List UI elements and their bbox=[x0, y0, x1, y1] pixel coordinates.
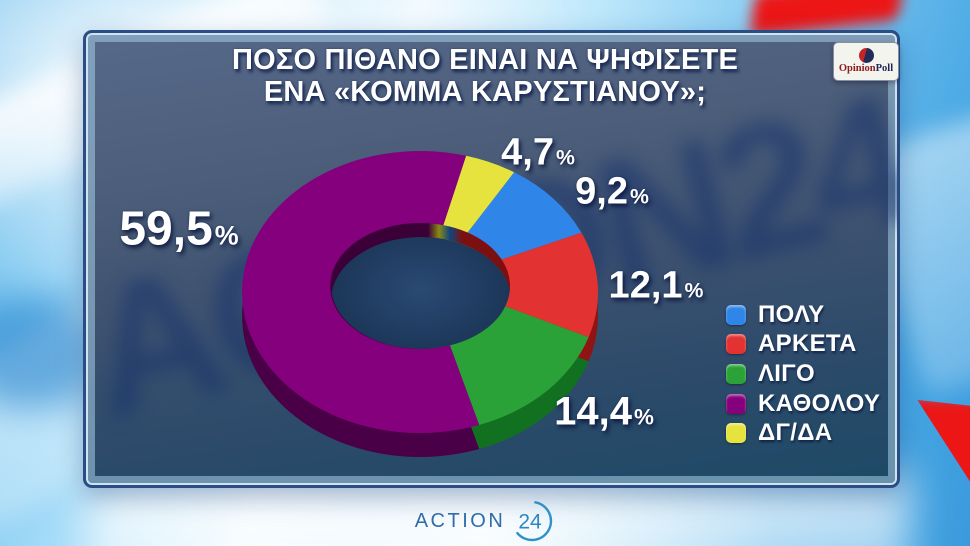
legend-swatch-poly bbox=[726, 304, 746, 325]
percent-sign: % bbox=[684, 278, 704, 303]
slice-label-arketa: 12,1% bbox=[609, 265, 704, 308]
slice-label-poly: 9,2% bbox=[575, 171, 649, 214]
legend-swatch-katholou bbox=[726, 393, 746, 414]
slice-label-katholou: 59,5% bbox=[119, 202, 238, 257]
legend-swatch-arketa bbox=[726, 334, 746, 355]
legend-label-dgda: ΔΓ/ΔΑ bbox=[758, 419, 833, 447]
percent-sign: % bbox=[633, 404, 654, 430]
slice-label-dgda: 4,7% bbox=[501, 132, 575, 175]
background-red-accent bbox=[917, 399, 970, 492]
legend-item-poly: ΠΟΛΥ bbox=[726, 300, 880, 330]
slice-value-katholou: 59,5 bbox=[119, 202, 213, 256]
legend-item-ligo: ΛΙΓΟ bbox=[726, 359, 880, 389]
background-blue-blob bbox=[0, 298, 96, 408]
legend-label-poly: ΠΟΛΥ bbox=[758, 300, 825, 328]
legend-item-katholou: ΚΑΘΟΛΟΥ bbox=[726, 389, 880, 419]
action24-logo-24-circle: 24 bbox=[516, 501, 553, 542]
title-line-1: ΠΟΣΟ ΠΙΘΑΝΟ ΕΙΝΑΙ ΝΑ ΨΗΦΙΣΕΤΕ bbox=[231, 44, 738, 76]
slice-value-dgda: 4,7 bbox=[501, 131, 554, 174]
slice-label-ligo: 14,4% bbox=[554, 390, 654, 435]
legend-item-arketa: ΑΡΚΕΤΑ bbox=[726, 330, 880, 360]
legend-label-katholou: ΚΑΘΟΛΟΥ bbox=[758, 389, 881, 417]
poll-question-title: ΠΟΣΟ ΠΙΘΑΝΟ ΕΙΝΑΙ ΝΑ ΨΗΦΙΣΕΤΕ ΕΝΑ «ΚΟΜΜΑ… bbox=[120, 44, 850, 108]
opinion-poll-logo-icon bbox=[858, 48, 874, 63]
chart-legend: ΠΟΛΥ ΑΡΚΕΤΑ ΛΙΓΟ ΚΑΘΟΛΟΥ ΔΓ/ΔΑ bbox=[726, 300, 880, 448]
legend-swatch-dgda bbox=[726, 423, 746, 444]
opinion-poll-logo: OpinionPoll bbox=[833, 42, 899, 81]
percent-sign: % bbox=[629, 184, 649, 209]
action24-logo: ACTION 24 bbox=[0, 496, 970, 546]
slice-value-poly: 9,2 bbox=[575, 170, 628, 213]
opinion-poll-logo-text-1: Opinion bbox=[838, 63, 876, 74]
title-line-2: ΕΝΑ «ΚΟΜΜΑ ΚΑΡΥΣΤΙΑΝΟΥ»; bbox=[263, 76, 707, 108]
legend-label-arketa: ΑΡΚΕΤΑ bbox=[758, 330, 857, 358]
percent-sign: % bbox=[214, 220, 239, 251]
percent-sign: % bbox=[555, 145, 575, 170]
svg-text:24: 24 bbox=[519, 511, 543, 534]
slice-value-arketa: 12,1 bbox=[608, 264, 683, 307]
legend-item-dgda: ΔΓ/ΔΑ bbox=[726, 418, 880, 448]
legend-label-ligo: ΛΙΓΟ bbox=[758, 359, 815, 387]
legend-swatch-ligo bbox=[726, 363, 746, 384]
slice-value-ligo: 14,4 bbox=[554, 389, 632, 434]
action24-logo-text: ACTION bbox=[414, 509, 506, 532]
opinion-poll-logo-text-2: Poll bbox=[875, 63, 894, 74]
